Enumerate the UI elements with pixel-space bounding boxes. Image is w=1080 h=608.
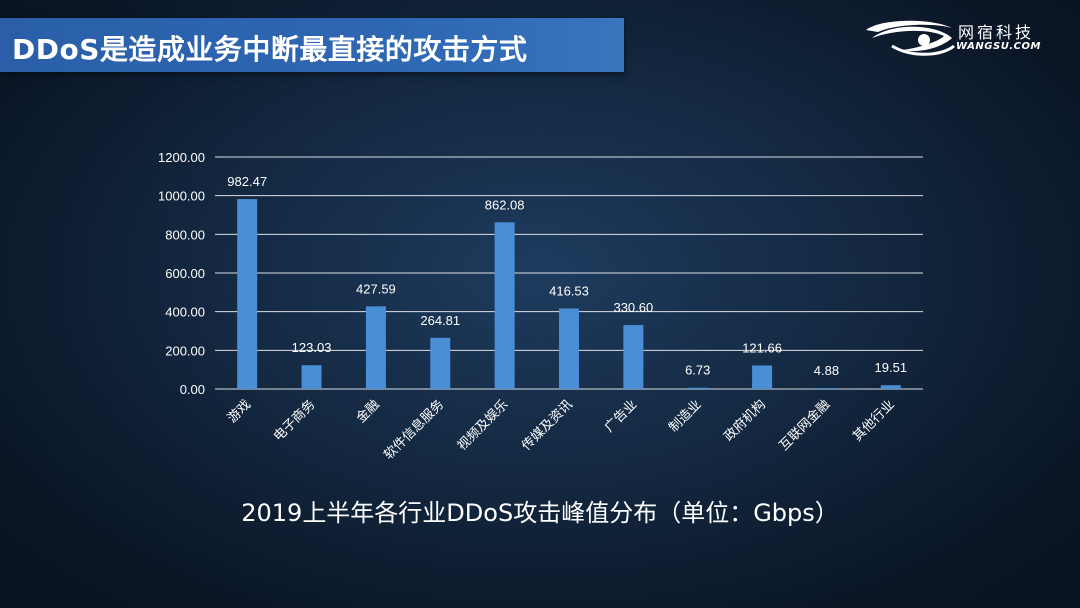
x-tick-label: 制造业 [666,397,704,435]
x-tick-label: 视频及娱乐 [455,397,512,454]
chart-caption: 2019上半年各行业DDoS攻击峰值分布（单位：Gbps） [241,499,839,527]
x-tick-label: 其他行业 [850,397,897,444]
bar [237,199,258,389]
x-tick-label: 政府机构 [722,397,769,444]
y-tick-label: 200.00 [165,343,205,358]
y-tick-label: 1000.00 [158,189,205,204]
y-tick-label: 1200.00 [158,150,205,165]
data-label: 416.53 [549,283,589,298]
data-label: 427.59 [356,281,396,296]
bar [752,365,773,389]
bar [365,306,386,389]
bar [494,222,515,389]
wangsu-logo-icon [866,20,955,56]
x-tick-label: 电子商务 [270,397,318,445]
data-label: 19.51 [875,360,908,375]
data-label: 123.03 [292,340,332,355]
bar [430,337,451,389]
y-tick-label: 800.00 [165,227,205,242]
bar [880,385,901,389]
bar [301,365,322,389]
data-label: 6.73 [685,363,710,378]
data-label: 121.66 [742,340,782,355]
data-label: 982.47 [227,174,267,189]
x-tick-label: 传媒及资讯 [519,397,576,454]
x-tick-label: 金融 [353,397,383,427]
x-tick-label: 互联网金融 [776,397,833,454]
bar [559,308,579,389]
data-label: 264.81 [420,313,460,328]
bar [816,388,837,390]
title-bar: DDoS是造成业务中断最直接的攻击方式 [0,18,624,72]
data-label: 4.88 [814,363,839,378]
logo-text-cn: 网宿科技 [958,23,1035,42]
y-tick-label: 400.00 [165,305,205,320]
logo-text-en: WANGSU.COM [956,41,1041,52]
x-tick-label: 广告业 [602,397,640,435]
y-tick-label: 600.00 [165,266,205,281]
bar [623,325,644,389]
data-label: 862.08 [485,197,525,212]
x-tick-label: 软件信息服务 [381,397,447,463]
y-tick-label: 0.00 [180,382,205,397]
x-tick-label: 游戏 [225,397,254,426]
data-label: 330.60 [613,300,653,315]
bar [687,387,708,389]
slide-title: DDoS是造成业务中断最直接的攻击方式 [12,33,528,66]
